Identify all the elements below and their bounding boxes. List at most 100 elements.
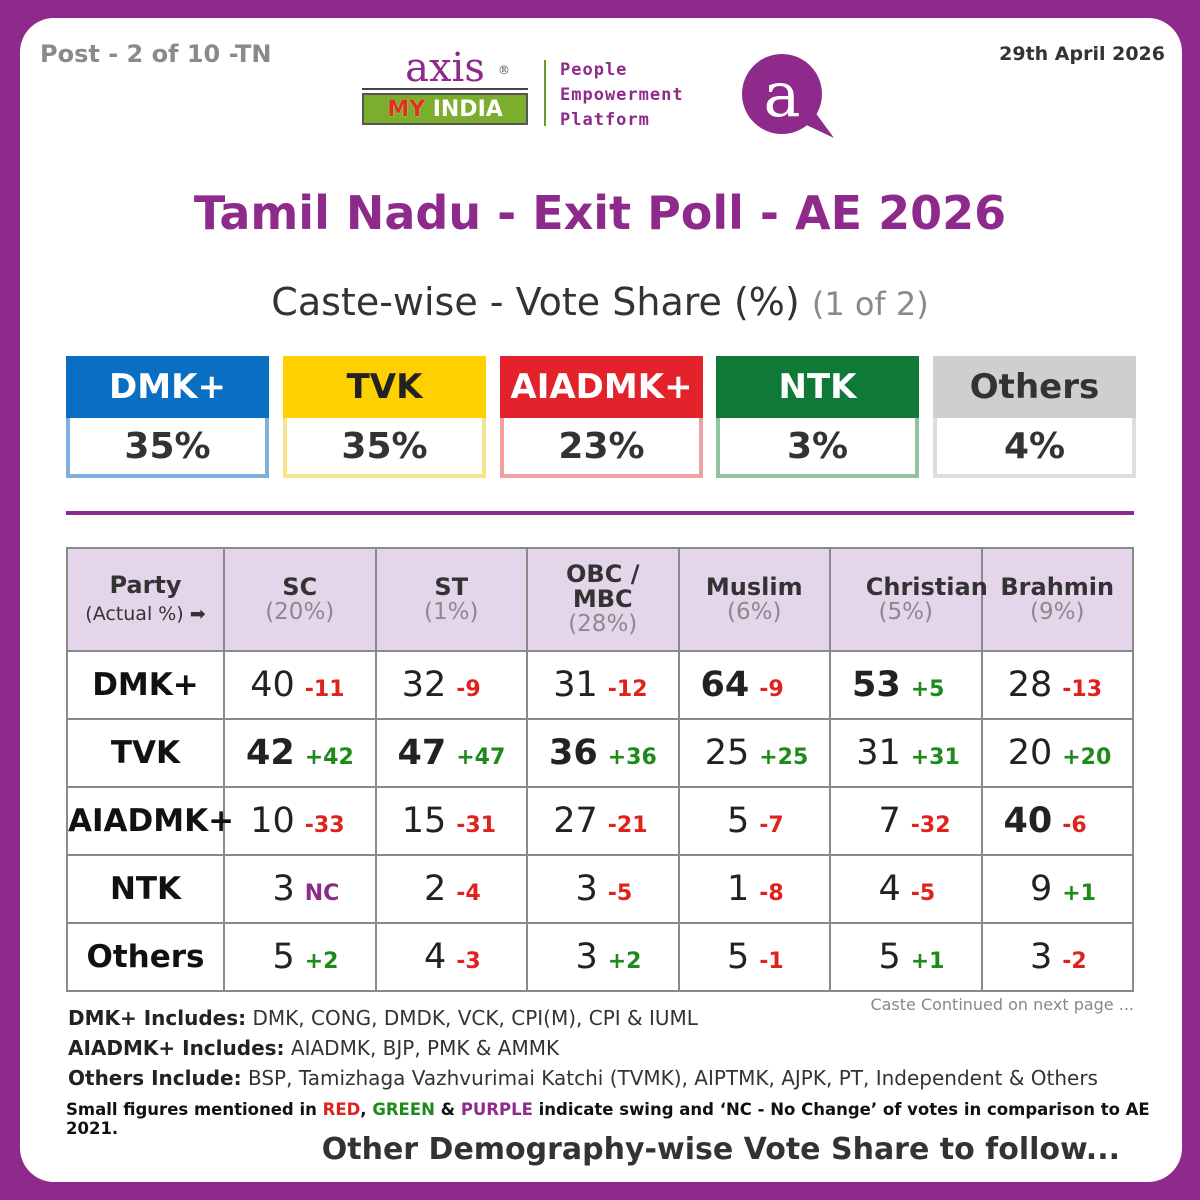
table-row: AIADMK+ 10 -33 15 -31 27 -21 5 -7 7 -32 40 -6 — [66, 786, 1134, 856]
vote-share-value: 25 — [704, 733, 750, 773]
summary-card-party: DMK+ — [66, 356, 269, 418]
swing-value: -5 — [910, 881, 936, 906]
legend-amp: & — [434, 1100, 461, 1119]
vote-share-value: 9 — [1029, 869, 1053, 909]
swing-value: +1 — [1062, 881, 1096, 906]
vote-share-cell: 3 -5 — [526, 854, 680, 924]
vote-share-cell: 3 NC — [223, 854, 377, 924]
swing-value: +25 — [759, 745, 809, 770]
tagline-line-3: Platform — [560, 110, 650, 130]
vote-share-value: 36 — [549, 733, 598, 773]
vote-share-value: 31 — [856, 733, 901, 773]
vote-share-cell: 4 -3 — [374, 922, 528, 992]
vote-share-cell: 20 +20 — [980, 718, 1134, 788]
swing-legend-note: Small figures mentioned in RED, GREEN & … — [66, 1100, 1200, 1138]
caste-name: Muslim — [705, 572, 803, 601]
caste-column-header: Brahmin (9%) — [980, 547, 1134, 652]
party-header-label: Party — [109, 570, 182, 599]
summary-card: TVK 35% — [283, 356, 486, 478]
arrow-right-icon: ➡ — [189, 602, 206, 625]
caste-actual-pct: (28%) — [568, 611, 638, 637]
vote-share-value: 7 — [878, 801, 901, 841]
note-aiadmk-label: AIADMK+ Includes: — [68, 1036, 285, 1060]
tagline: People Empowerment Platform — [560, 58, 684, 133]
caste-column-header: ST (1%) — [374, 547, 528, 652]
note-dmk: DMK+ Includes: DMK, CONG, DMDK, VCK, CPI… — [68, 1003, 1098, 1033]
party-column-header: Party (Actual %) ➡ — [66, 547, 225, 652]
swing-value: +1 — [910, 949, 945, 974]
tagline-line-1: People — [560, 60, 628, 80]
swing-value: -9 — [456, 677, 481, 702]
axis-wordmark: axis — [405, 45, 485, 91]
vote-share-cell: 36 +36 — [526, 718, 680, 788]
vote-share-cell: 10 -33 — [223, 786, 377, 856]
axis-logo-text: axis ® — [362, 48, 528, 88]
row-party-name: DMK+ — [66, 650, 225, 720]
vote-share-value: 3 — [575, 937, 598, 977]
post-label: Post - 2 of 10 -TN — [40, 40, 272, 68]
caste-actual-pct: (20%) — [265, 598, 335, 625]
vote-share-value: 5 — [726, 937, 750, 977]
note-dmk-text: DMK, CONG, DMDK, VCK, CPI(M), CPI & IUML — [246, 1006, 698, 1030]
swing-value: +2 — [304, 949, 339, 974]
note-aiadmk: AIADMK+ Includes: AIADMK, BJP, PMK & AMM… — [68, 1033, 1098, 1063]
swing-value: +5 — [910, 677, 945, 702]
vote-share-cell: 28 -13 — [980, 650, 1134, 720]
swing-value: +36 — [607, 745, 657, 770]
note-others: Others Include: BSP, Tamizhaga Vazhvurim… — [68, 1063, 1098, 1093]
caste-column-header: OBC / MBC (28%) — [526, 547, 680, 652]
caste-actual-pct: (6%) — [727, 598, 782, 625]
logo-underline — [362, 88, 528, 90]
vote-share-cell: 9 +1 — [980, 854, 1134, 924]
logo-my: MY — [387, 97, 426, 122]
legend-green: GREEN — [372, 1100, 435, 1119]
vote-share-cell: 31 -12 — [526, 650, 680, 720]
swing-value: -3 — [456, 949, 481, 974]
vote-share-value: 5 — [878, 937, 901, 977]
table-row: Others 5 +2 4 -3 3 +2 5 -1 5 +1 3 -2 — [66, 922, 1134, 992]
summary-card-party: AIADMK+ — [500, 356, 703, 418]
summary-card-party: TVK — [283, 356, 486, 418]
summary-card-value: 35% — [283, 418, 486, 478]
swing-value: -8 — [759, 881, 784, 906]
vote-share-value: 4 — [878, 869, 901, 909]
summary-card-value: 4% — [933, 418, 1136, 478]
summary-card-value: 3% — [716, 418, 919, 478]
vote-share-cell: 47 +47 — [374, 718, 528, 788]
tagline-line-2: Empowerment — [560, 85, 684, 105]
alliance-notes: DMK+ Includes: DMK, CONG, DMDK, VCK, CPI… — [68, 1003, 1098, 1093]
vote-share-cell: 53 +5 — [829, 650, 983, 720]
logo-divider — [544, 60, 546, 126]
caste-actual-pct: (5%) — [878, 598, 933, 625]
swing-value: -7 — [759, 813, 784, 838]
caste-name: OBC / MBC — [566, 560, 640, 613]
summary-card-value: 23% — [500, 418, 703, 478]
table-row: DMK+ 40 -11 32 -9 31 -12 64 -9 53 +5 28 -13 — [66, 650, 1134, 720]
caste-actual-pct: (9%) — [1030, 598, 1085, 625]
logo-india: INDIA — [425, 97, 503, 122]
row-party-name: AIADMK+ — [66, 786, 234, 856]
note-dmk-label: DMK+ Includes: — [68, 1006, 247, 1030]
summary-card-party: Others — [933, 356, 1136, 418]
legend-pre: Small figures mentioned in — [66, 1100, 323, 1119]
summary-card: AIADMK+ 23% — [500, 356, 703, 478]
swing-value: -5 — [607, 881, 633, 906]
caste-column-header: Christian (5%) — [829, 547, 988, 652]
vote-share-cell: 64 -9 — [677, 650, 831, 720]
vote-share-cell: 40 -6 — [980, 786, 1134, 856]
vote-share-cell: 5 +1 — [829, 922, 983, 992]
vote-share-cell: 3 -2 — [980, 922, 1134, 992]
vote-share-cell: 1 -8 — [677, 854, 831, 924]
caste-name: Brahmin — [1000, 572, 1115, 601]
vote-share-value: 27 — [553, 801, 598, 841]
swing-value: -33 — [304, 813, 345, 838]
vote-share-cell: 5 +2 — [223, 922, 377, 992]
legend-red: RED — [322, 1100, 361, 1119]
a-bubble-logo-icon: a — [742, 54, 834, 138]
table-row: NTK 3 NC 2 -4 3 -5 1 -8 4 -5 9 +1 — [66, 854, 1134, 924]
legend-purple: PURPLE — [460, 1100, 533, 1119]
vote-share-cell: 40 -11 — [223, 650, 377, 720]
summary-card-value: 35% — [66, 418, 269, 478]
vote-share-value: 15 — [401, 801, 447, 841]
swing-value: -32 — [910, 813, 951, 838]
